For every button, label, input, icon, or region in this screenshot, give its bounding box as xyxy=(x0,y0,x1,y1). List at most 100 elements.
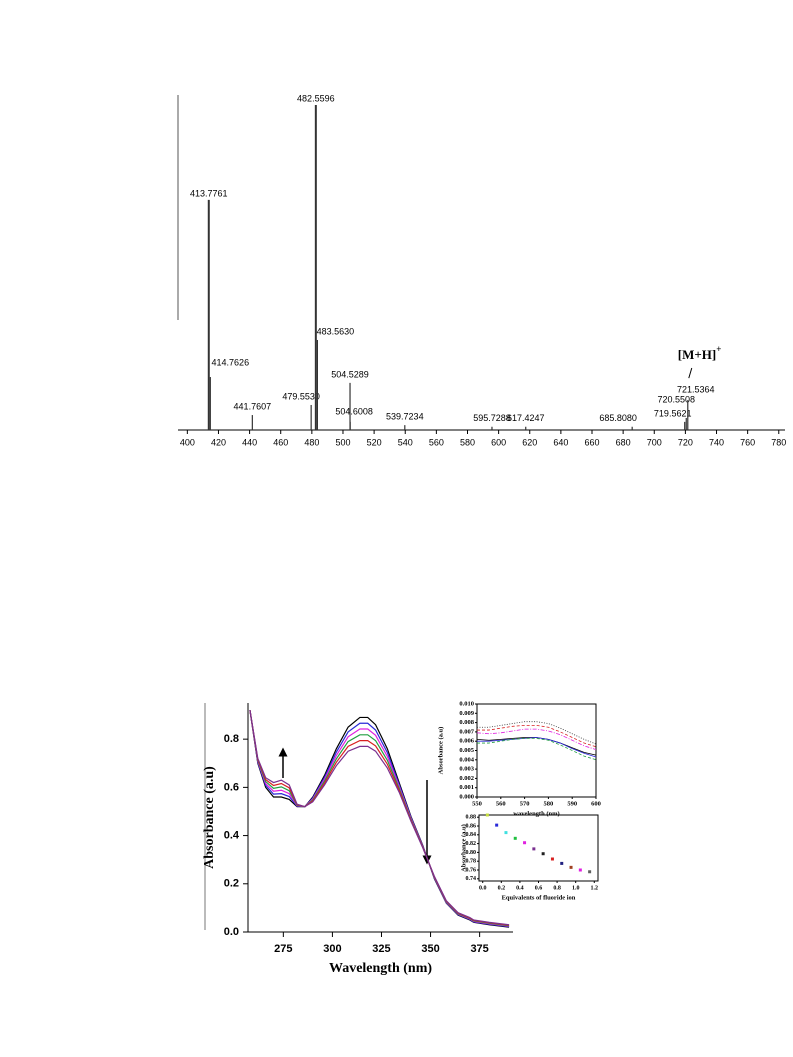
plot-frame xyxy=(476,703,597,798)
peak-label: 539.7234 xyxy=(386,412,424,422)
series-line xyxy=(477,738,597,761)
peak-label: 483.5630 xyxy=(317,326,355,336)
x-tick-label: 600 xyxy=(491,437,506,447)
x-tick-label: 600 xyxy=(591,800,601,807)
y-tick-label: 0.010 xyxy=(459,700,474,707)
x-tick-label: 560 xyxy=(429,437,444,447)
y-tick-label: 0.004 xyxy=(459,756,474,763)
point xyxy=(495,823,499,827)
x-tick-label: 420 xyxy=(211,437,226,447)
x-tick-label: 760 xyxy=(740,437,755,447)
peak-label: 504.6008 xyxy=(335,406,373,416)
y-axis-label: Absorbance (a.u) xyxy=(460,824,467,872)
y-tick-label: 0.005 xyxy=(459,747,474,754)
peak-label: 685.8080 xyxy=(599,413,637,423)
point xyxy=(504,831,508,835)
x-axis-label: Wavelength (nm) xyxy=(329,961,432,976)
annotation-text: [M+H] xyxy=(678,347,716,362)
x-tick-label: 700 xyxy=(647,437,662,447)
x-tick-label: 740 xyxy=(709,437,724,447)
x-tick-label: 300 xyxy=(323,943,341,955)
y-tick-label: 0.86 xyxy=(466,823,477,829)
y-tick-label: 0.4 xyxy=(224,829,240,841)
y-tick-label: 0.6 xyxy=(224,781,239,793)
x-tick-label: 0.4 xyxy=(516,885,524,891)
x-tick-label: 0.8 xyxy=(553,885,561,891)
x-tick-label: 560 xyxy=(496,800,506,807)
point xyxy=(485,813,489,817)
x-tick-label: 550 xyxy=(472,800,482,807)
point xyxy=(588,870,592,874)
peak-label: 721.5364 xyxy=(677,384,715,394)
peak-label: 504.5289 xyxy=(331,369,369,379)
x-tick-label: 640 xyxy=(553,437,568,447)
x-tick-label: 275 xyxy=(274,943,292,955)
x-tick-label: 400 xyxy=(180,437,195,447)
y-tick-label: 0.006 xyxy=(459,738,474,745)
x-tick-label: 520 xyxy=(367,437,382,447)
y-tick-label: 0.74 xyxy=(466,876,477,882)
plot-area xyxy=(476,721,597,761)
x-tick-label: 660 xyxy=(584,437,599,447)
y-tick-label: 0.002 xyxy=(459,775,474,782)
chart: 400 420 440 460 480 500 520 540 560 580 600 620 640 6… xyxy=(178,93,786,447)
point xyxy=(513,836,517,840)
point xyxy=(541,852,545,856)
y-tick-label: 0.007 xyxy=(459,728,474,735)
chart: 275 300 325 350 375 0.0 0.2 0.4 0.6 0.8 Wavelength… xyxy=(202,703,513,976)
x-tick-label: 500 xyxy=(335,437,350,447)
y-tick-label: 0.0 xyxy=(224,926,239,938)
annotation-superscript: + xyxy=(716,344,721,354)
peak-label: 479.5530 xyxy=(282,391,320,401)
x-axis-label: wavelength (nm) xyxy=(513,810,559,817)
annotation-leader xyxy=(688,367,693,379)
peak-label: 720.5508 xyxy=(657,394,695,404)
y-tick-label: 0.009 xyxy=(459,710,474,717)
series-line xyxy=(249,710,510,926)
x-tick-label: 580 xyxy=(544,800,554,807)
peak-label: 414.7626 xyxy=(212,357,250,367)
x-tick-label: 375 xyxy=(470,943,488,955)
x-tick-label: 720 xyxy=(678,437,693,447)
annotation: [M+H]+ xyxy=(678,344,722,362)
peak-label: 719.5621 xyxy=(654,408,692,418)
peak-label: 617.4247 xyxy=(507,413,545,423)
chart: 0.0 0.2 0.4 0.6 0.8 1.0 1.2 0.74 0.76 0.78 0.80 0.8… xyxy=(460,813,599,901)
y-tick-label: 0.82 xyxy=(466,841,477,847)
plot-area xyxy=(249,710,510,928)
series-line xyxy=(477,737,597,758)
point xyxy=(569,865,573,869)
x-tick-label: 580 xyxy=(460,437,475,447)
x-tick-label: 460 xyxy=(273,437,288,447)
point xyxy=(550,857,554,861)
x-tick-label: 325 xyxy=(372,943,390,955)
series-line xyxy=(476,737,597,756)
peak-label: 482.5596 xyxy=(297,93,335,103)
y-tick-label: 0.80 xyxy=(466,850,477,856)
y-tick-label: 0.76 xyxy=(466,867,477,873)
peak-label: 595.7288 xyxy=(473,413,511,423)
y-axis-label: Absorbance (a.u) xyxy=(437,727,444,775)
y-tick-label: 0.2 xyxy=(224,878,239,890)
x-tick-label: 1.0 xyxy=(572,885,580,891)
peak-label: 441.7607 xyxy=(234,401,272,411)
y-axis-label: Absorbance (a.u) xyxy=(202,766,217,869)
x-tick-label: 680 xyxy=(616,437,631,447)
x-tick-label: 480 xyxy=(304,437,319,447)
x-axis-label: Equivalents of fluoride ion xyxy=(502,894,576,901)
x-tick-label: 590 xyxy=(567,800,577,807)
point xyxy=(532,847,536,851)
y-tick-label: 0.001 xyxy=(459,784,474,791)
y-tick-label: 0.000 xyxy=(459,793,474,800)
series-line xyxy=(477,724,597,748)
y-tick-label: 0.88 xyxy=(466,815,477,821)
y-tick-label: 0.008 xyxy=(459,719,474,726)
x-tick-label: 350 xyxy=(421,943,439,955)
y-tick-label: 0.84 xyxy=(466,832,477,838)
plot-area xyxy=(485,813,592,874)
x-tick-label: 540 xyxy=(398,437,413,447)
x-tick-label: 0.6 xyxy=(535,885,543,891)
x-tick-label: 780 xyxy=(771,437,786,447)
x-tick-label: 620 xyxy=(522,437,537,447)
